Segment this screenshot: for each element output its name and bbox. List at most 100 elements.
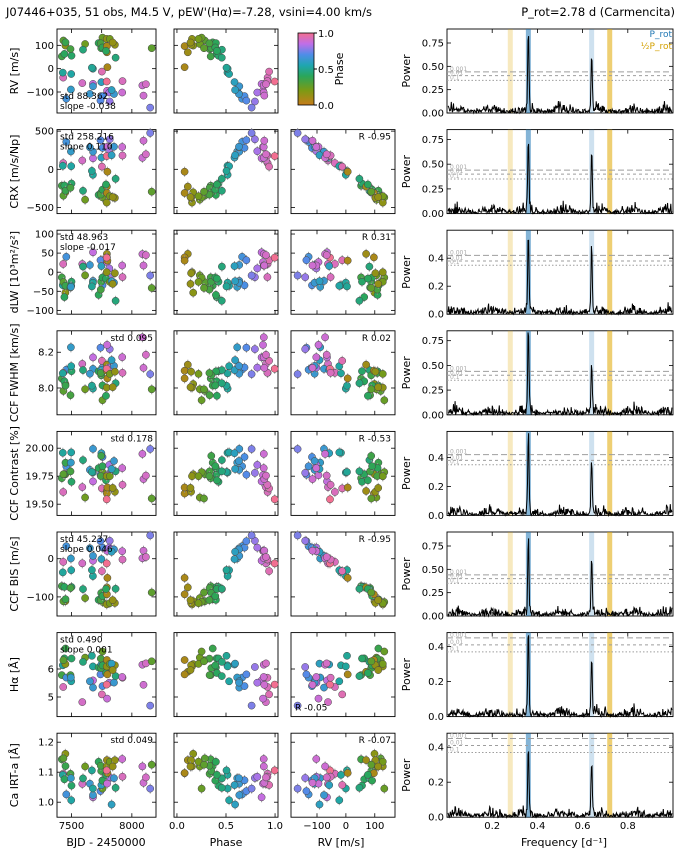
fap-label: 0.01 (450, 168, 464, 175)
data-point (103, 694, 111, 703)
data-point (380, 784, 389, 793)
data-point (180, 366, 189, 375)
data-point (102, 391, 110, 400)
data-point (138, 333, 147, 342)
data-point (111, 174, 120, 183)
fap-label: 0.1 (450, 173, 460, 180)
data-point (343, 574, 352, 582)
data-point (312, 673, 321, 681)
period-label: P_rot=2.78 d (Carmencita) (521, 5, 675, 19)
corr-text: R -0.95 (359, 535, 391, 545)
data-point (211, 381, 220, 390)
data-point (362, 487, 370, 495)
xtick-label: 100 (365, 821, 384, 832)
fap-label: 0.01 (450, 639, 464, 646)
data-point (212, 757, 220, 766)
data-point (293, 271, 302, 280)
data-point (367, 187, 376, 196)
panel-frame (290, 129, 396, 215)
data-point (247, 445, 256, 453)
data-point (67, 796, 76, 805)
data-point (374, 596, 383, 604)
ytick-label: 0.00 (422, 109, 444, 120)
data-point (205, 39, 214, 48)
data-point (240, 682, 249, 690)
power-label: Power (400, 758, 413, 792)
ytick-label: −50 (33, 287, 54, 298)
data-point (110, 142, 118, 151)
data-point (67, 448, 76, 457)
panel-frame (446, 430, 674, 516)
data-point (270, 680, 279, 689)
data-point (260, 546, 269, 555)
data-point (147, 760, 156, 769)
data-point (217, 379, 226, 388)
data-point (212, 291, 220, 299)
row-ylabel-crx: CRX [m/s/Np] (8, 135, 21, 209)
data-point (147, 588, 156, 597)
stat-text: std 0.049 (110, 736, 153, 746)
data-point (293, 370, 302, 378)
data-point (66, 45, 75, 53)
data-point (142, 773, 150, 782)
data-point (343, 374, 352, 383)
data-point (213, 391, 221, 400)
data-point (98, 567, 106, 575)
data-point (213, 47, 221, 55)
data-point (235, 678, 243, 687)
data-point (301, 536, 310, 545)
data-point (265, 690, 273, 699)
data-point (118, 77, 127, 85)
data-point (304, 462, 313, 471)
data-point (213, 770, 221, 779)
panel-frame (56, 28, 157, 114)
xlabel-bjd: BJD - 2450000 (66, 836, 145, 849)
data-point (79, 456, 87, 464)
data-point (253, 363, 262, 372)
half-prot-band (507, 532, 513, 616)
data-point (111, 53, 120, 62)
data-point (231, 659, 239, 668)
data-point (368, 462, 376, 471)
data-point (213, 180, 221, 189)
data-point (142, 553, 150, 561)
data-point (138, 450, 147, 458)
fap-label: 0.1 (450, 259, 460, 266)
data-point (322, 773, 331, 782)
colorbar-tick-0: 0.0 (318, 101, 334, 112)
data-point (308, 546, 317, 555)
data-point (247, 370, 256, 378)
data-point (367, 588, 376, 597)
data-point (67, 147, 75, 156)
data-point (310, 457, 319, 465)
ytick-label: 0.00 (422, 612, 444, 623)
data-point (259, 673, 268, 681)
data-point (89, 683, 97, 692)
ytick-label: 0.25 (422, 588, 444, 599)
data-point (225, 796, 233, 805)
data-point (225, 362, 233, 371)
data-point (293, 701, 302, 710)
data-point (78, 483, 87, 491)
data-point (146, 103, 155, 112)
data-point (355, 584, 364, 593)
data-point (186, 38, 195, 47)
data-point (362, 360, 370, 369)
data-point (230, 555, 239, 563)
fap-label: 0.001 (450, 732, 467, 739)
data-point (338, 162, 347, 171)
prot-band (525, 330, 531, 415)
data-point (343, 256, 352, 265)
data-point (231, 547, 239, 556)
ytick-label: 0.00 (422, 209, 444, 220)
data-point (378, 370, 387, 378)
fap-label: 0.1 (450, 746, 460, 753)
data-point (343, 167, 352, 176)
ytick-label: 0.0 (428, 712, 444, 723)
data-point (301, 135, 310, 144)
data-point (111, 296, 120, 305)
xtick-label: 0.4 (529, 821, 545, 832)
data-point (103, 574, 112, 582)
data-point (253, 678, 262, 687)
data-point (97, 555, 106, 563)
